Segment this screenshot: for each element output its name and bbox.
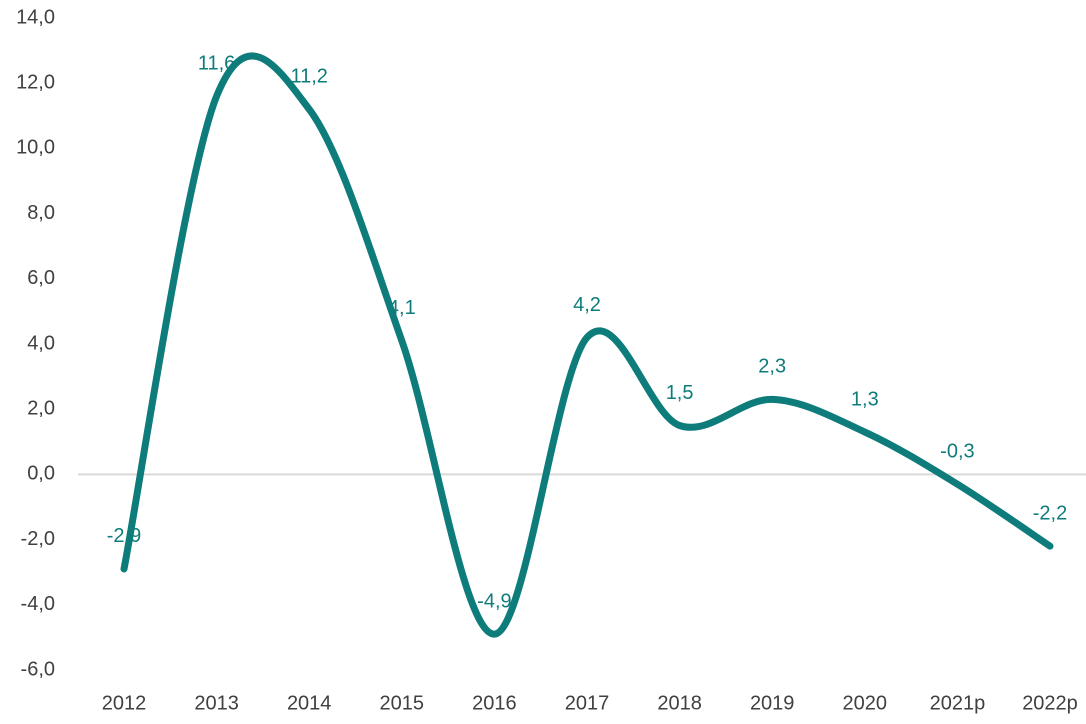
data-label: 1,3: [851, 388, 879, 410]
y-tick-label: 6,0: [27, 267, 55, 289]
data-label: -4,9: [477, 590, 511, 612]
data-label: 2,3: [758, 356, 786, 378]
data-label: -2,2: [1033, 502, 1067, 524]
y-tick-label: 14,0: [16, 6, 55, 28]
x-tick-label: 2015: [380, 692, 425, 714]
y-tick-label: 8,0: [27, 202, 55, 224]
data-label: 4,1: [388, 297, 416, 319]
y-tick-label: -6,0: [21, 658, 55, 680]
x-tick-label: 2012: [102, 692, 147, 714]
y-tick-label: 10,0: [16, 137, 55, 159]
data-label: -2,9: [107, 525, 141, 547]
x-tick-label: 2016: [472, 692, 517, 714]
x-tick-label: 2014: [287, 692, 332, 714]
y-tick-label: 0,0: [27, 463, 55, 485]
data-label: 4,2: [573, 294, 601, 316]
data-label: 1,5: [666, 382, 694, 404]
y-tick-label: -2,0: [21, 528, 55, 550]
x-tick-label: 2021p: [930, 692, 986, 714]
x-tick-label: 2020: [843, 692, 888, 714]
x-tick-label: 2022p: [1022, 692, 1078, 714]
y-tick-label: 2,0: [27, 397, 55, 419]
x-tick-label: 2018: [657, 692, 702, 714]
x-tick-label: 2019: [750, 692, 795, 714]
line: [120, 52, 1054, 638]
x-tick-label: 2013: [194, 692, 239, 714]
y-tick-label: 4,0: [27, 332, 55, 354]
data-label: 11,6: [198, 53, 235, 75]
y-tick-label: -4,0: [21, 593, 55, 615]
y-tick-label: 12,0: [16, 71, 55, 93]
x-tick-label: 2017: [565, 692, 610, 714]
data-label: -0,3: [940, 440, 974, 462]
data-label: 11,2: [290, 66, 327, 88]
